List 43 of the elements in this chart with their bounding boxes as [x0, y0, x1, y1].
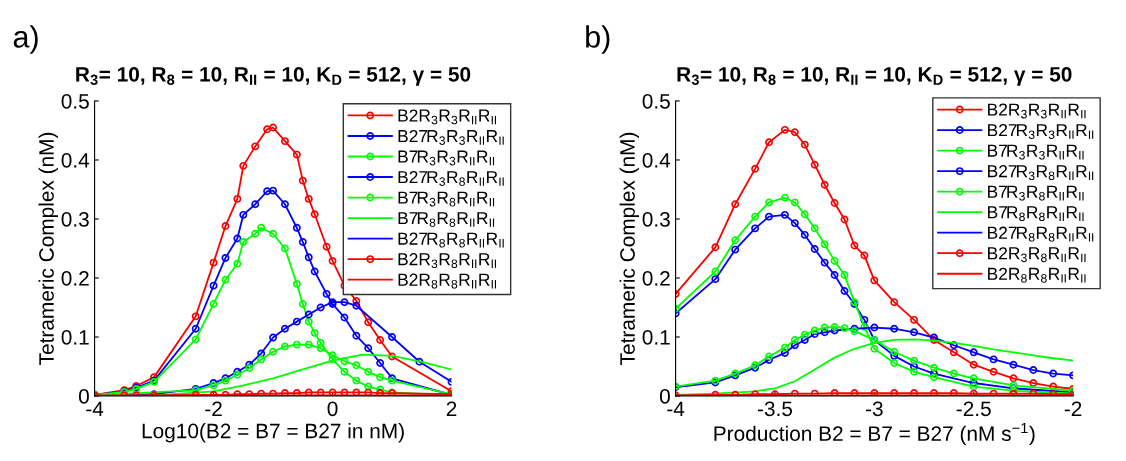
- x-axis-title: Log10(B2 = B7 = B27 in nM): [142, 423, 404, 443]
- legend-label: B27R$_{3}$R$_{3}$R$_{II}$R$_{II}$: [398, 129, 504, 145]
- y-tick-label: 0.1: [642, 329, 670, 345]
- text: a): [13, 25, 38, 54]
- x-tick-label: 2: [446, 401, 457, 416]
- legend-label: B2R$_{3}$R$_{8}$R$_{II}$R$_{II}$: [398, 253, 496, 269]
- legend-label: B7R$_{3}$R$_{3}$R$_{II}$R$_{II}$: [988, 144, 1084, 160]
- legend-label: B27R$_{8}$R$_{8}$R$_{II}$R$_{II}$: [398, 232, 504, 248]
- legend-label: B2R$_{3}$R$_{3}$R$_{II}$R$_{II}$: [988, 103, 1086, 119]
- y-axis-title: Tetrameric Complex (nM): [38, 132, 58, 365]
- y-tick-label: 0.5: [61, 93, 89, 109]
- y-tick-label: 0.5: [642, 93, 670, 109]
- legend-label: B7R$_{3}$R$_{3}$R$_{II}$R$_{II}$: [398, 150, 495, 166]
- x-axis-title: Production B2 = B7 = B27 (nM s$^{−1}$): [714, 423, 1035, 446]
- text: b): [586, 25, 610, 54]
- legend-label: B27R$_{3}$R$_{8}$R$_{II}$R$_{II}$: [988, 165, 1094, 181]
- legend-label: B2R$_{8}$R$_{8}$R$_{II}$R$_{II}$: [398, 273, 496, 289]
- y-axis-title: Tetrameric Complex (nM): [619, 132, 639, 365]
- y-tick-label: 0.1: [61, 329, 89, 345]
- chart-title: R$_{3}$= 10, R$_{8}$ = 10, R$_{II}$ = 10, K$_{D}$ = 512, γ = 50: [76, 66, 471, 86]
- y-tick-label: 0.2: [61, 270, 89, 286]
- legend-label: B2R$_{3}$R$_{3}$R$_{II}$R$_{II}$: [398, 109, 496, 125]
- legend-label: B27R$_{3}$R$_{3}$R$_{II}$R$_{II}$: [988, 124, 1094, 139]
- x-tick-label: -2: [205, 401, 222, 416]
- y-tick-label: 0.4: [642, 152, 671, 168]
- legend-label: B27R$_{8}$R$_{8}$R$_{II}$R$_{II}$: [988, 226, 1094, 242]
- x-tick-label: -3: [866, 401, 883, 417]
- legend-label: B27R$_{3}$R$_{8}$R$_{II}$R$_{II}$: [398, 170, 504, 186]
- y-tick-label: 0.3: [61, 211, 89, 227]
- legend-label: B7R$_{8}$R$_{8}$R$_{II}$R$_{II}$: [398, 212, 495, 227]
- x-tick-label: -3.5: [757, 401, 793, 417]
- chart-title: R$_{3}$= 10, R$_{8}$ = 10, R$_{II}$ = 10, K$_{D}$ = 512, γ = 50: [677, 66, 1072, 86]
- legend-label: B7R$_{8}$R$_{8}$R$_{II}$R$_{II}$: [988, 206, 1084, 222]
- x-tick-label: 0: [327, 401, 338, 417]
- y-tick-label: 0.3: [642, 211, 670, 227]
- legend-label: B2R$_{8}$R$_{8}$R$_{II}$R$_{II}$: [988, 267, 1086, 283]
- y-tick-label: 0.4: [61, 152, 90, 168]
- y-tick-label: 0.2: [642, 270, 670, 286]
- legend-label: B2R$_{3}$R$_{8}$R$_{II}$R$_{II}$: [988, 247, 1086, 263]
- legend-label: B7R$_{3}$R$_{8}$R$_{II}$R$_{II}$: [398, 191, 495, 207]
- x-tick-label: -2: [1064, 401, 1082, 416]
- legend-label: B7R$_{3}$R$_{8}$R$_{II}$R$_{II}$: [988, 185, 1084, 201]
- x-tick-label: -2.5: [956, 401, 991, 417]
